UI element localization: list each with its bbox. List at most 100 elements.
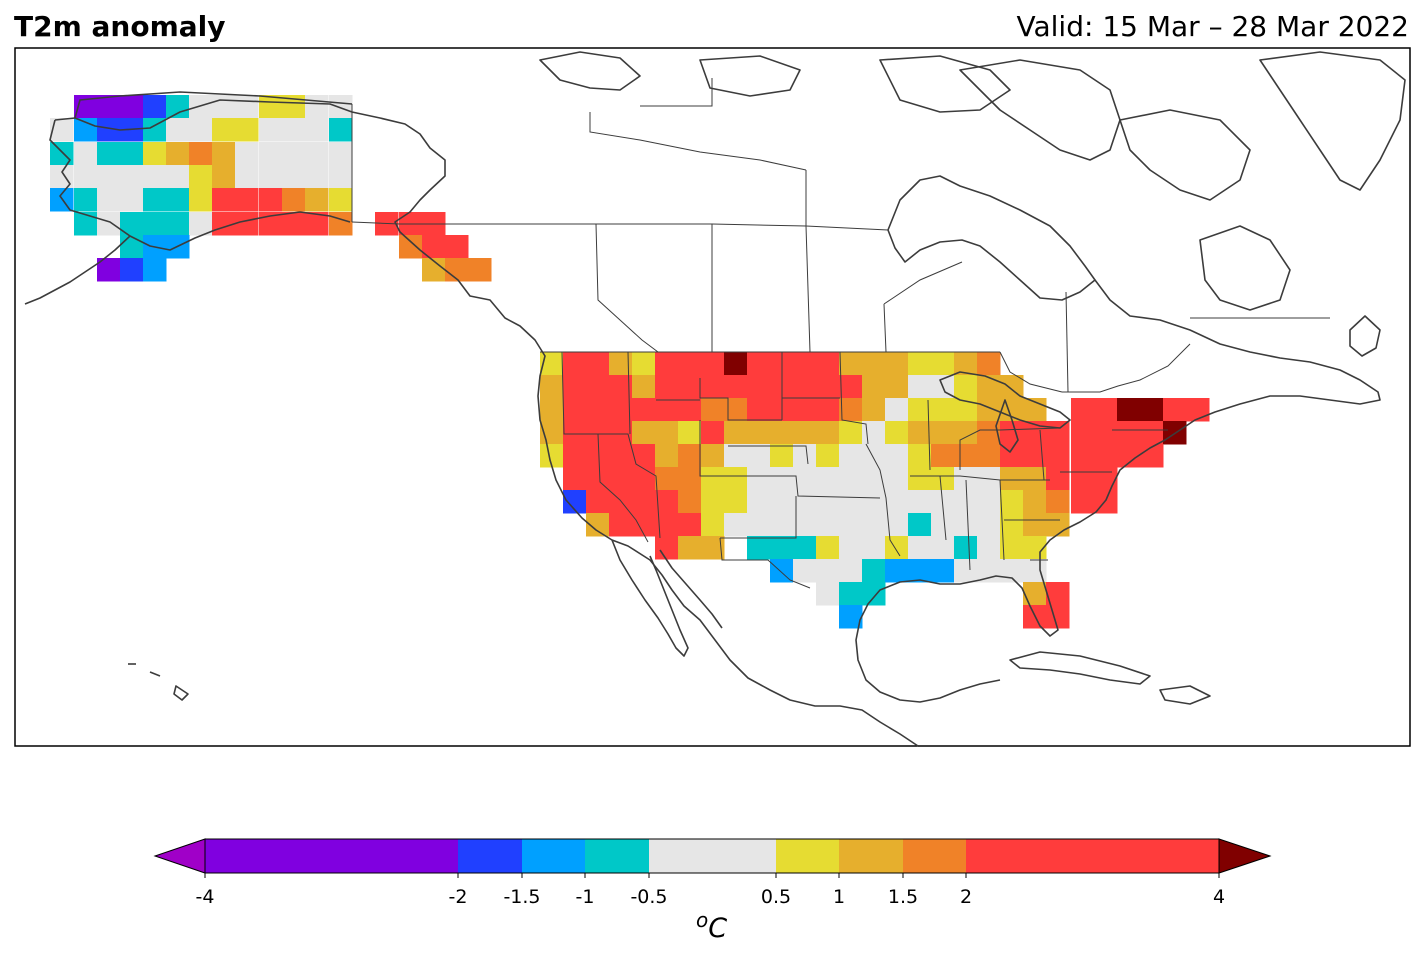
colorbar-tick-label: -1.5 — [503, 886, 540, 908]
anomaly-cell — [120, 142, 144, 166]
anomaly-cell — [747, 467, 771, 491]
map-title: T2m anomaly — [14, 10, 226, 43]
anomaly-cell — [143, 188, 167, 212]
anomaly-cell — [724, 513, 748, 537]
anomaly-cell — [166, 212, 190, 236]
anomaly-cell — [908, 490, 932, 514]
anomaly-cell — [885, 467, 909, 491]
anomaly-cell — [540, 352, 564, 376]
anomaly-cell — [885, 421, 909, 445]
anomaly-cell — [1094, 398, 1118, 422]
anomaly-cell — [235, 165, 259, 189]
anomaly-cell — [166, 165, 190, 189]
anomaly-cell — [701, 536, 725, 560]
anomaly-cell — [143, 118, 167, 142]
anomaly-cell — [747, 444, 771, 468]
anomaly-cell — [885, 559, 909, 583]
anomaly-cell — [1000, 467, 1024, 491]
anomaly-cell — [632, 398, 656, 422]
anomaly-cell — [1000, 559, 1024, 583]
anomaly-cell — [839, 467, 863, 491]
anomaly-cell — [885, 444, 909, 468]
anomaly-cell — [862, 352, 886, 376]
anomaly-cell — [97, 95, 121, 119]
anomaly-cell — [632, 421, 656, 445]
anomaly-cell — [235, 188, 259, 212]
anomaly-cell — [632, 375, 656, 399]
anomaly-cell — [747, 513, 771, 537]
anomaly-cell — [120, 95, 144, 119]
anomaly-cell — [282, 142, 306, 166]
anomaly-cell — [839, 513, 863, 537]
anomaly-cell — [954, 352, 978, 376]
anomaly-cell — [839, 490, 863, 514]
anomaly-cell — [862, 559, 886, 583]
anomaly-cell — [212, 165, 236, 189]
anomaly-cell — [954, 467, 978, 491]
anomaly-cell — [816, 421, 840, 445]
anomaly-cell — [305, 188, 329, 212]
anomaly-cell — [259, 118, 283, 142]
anomaly-cell — [747, 375, 771, 399]
anomaly-cell — [74, 142, 98, 166]
anomaly-cell — [586, 490, 610, 514]
anomaly-cell — [1071, 467, 1095, 491]
anomaly-cell — [609, 421, 633, 445]
anomaly-cell — [701, 513, 725, 537]
anomaly-cell — [908, 352, 932, 376]
anomaly-cell — [724, 467, 748, 491]
anomaly-cell — [282, 212, 306, 236]
anomaly-cell — [793, 421, 817, 445]
anomaly-cell — [212, 142, 236, 166]
anomaly-cell — [816, 352, 840, 376]
anomaly-cell — [816, 467, 840, 491]
anomaly-cell — [931, 536, 955, 560]
anomaly-cell — [908, 536, 932, 560]
anomaly-cell — [908, 513, 932, 537]
anomaly-cell — [97, 142, 121, 166]
anomaly-cell — [97, 212, 121, 236]
anomaly-cell — [1046, 605, 1070, 629]
anomaly-cell — [747, 421, 771, 445]
anomaly-cell — [212, 118, 236, 142]
anomaly-cell — [770, 559, 794, 583]
anomaly-cell — [143, 212, 167, 236]
anomaly-cell — [770, 467, 794, 491]
anomaly-cell — [724, 398, 748, 422]
anomaly-cell — [931, 513, 955, 537]
anomaly-cell — [166, 142, 190, 166]
anomaly-cell — [724, 444, 748, 468]
anomaly-cell — [793, 513, 817, 537]
anomaly-cell — [189, 118, 213, 142]
anomaly-cell — [908, 467, 932, 491]
anomaly-cell — [329, 188, 353, 212]
anomaly-cell — [235, 118, 259, 142]
anomaly-cell — [862, 582, 886, 606]
anomaly-cell — [816, 375, 840, 399]
anomaly-cell — [189, 165, 213, 189]
anomaly-cell — [839, 536, 863, 560]
anomaly-cell — [954, 513, 978, 537]
anomaly-cell — [885, 375, 909, 399]
anomaly-cell — [885, 398, 909, 422]
anomaly-cell — [931, 421, 955, 445]
anomaly-cell — [1023, 444, 1047, 468]
anomaly-cell — [977, 421, 1001, 445]
anomaly-cell — [954, 559, 978, 583]
anomaly-cell — [862, 513, 886, 537]
anomaly-cell — [770, 536, 794, 560]
anomaly-cell — [977, 513, 1001, 537]
anomaly-cell — [931, 467, 955, 491]
anomaly-cell — [445, 258, 469, 282]
anomaly-cell — [50, 165, 74, 189]
anomaly-cell — [724, 375, 748, 399]
anomaly-cell — [235, 142, 259, 166]
anomaly-cell — [931, 559, 955, 583]
anomaly-cell — [1163, 398, 1187, 422]
anomaly-cell — [259, 165, 283, 189]
anomaly-cell — [816, 582, 840, 606]
colorbar-tick-label: -4 — [196, 886, 215, 908]
anomaly-cell — [701, 421, 725, 445]
anomaly-cell — [747, 352, 771, 376]
colorbar: -4 -2 -1.5 -1 -0.5 0.5 1 1.5 2 4 oC — [153, 838, 1272, 944]
